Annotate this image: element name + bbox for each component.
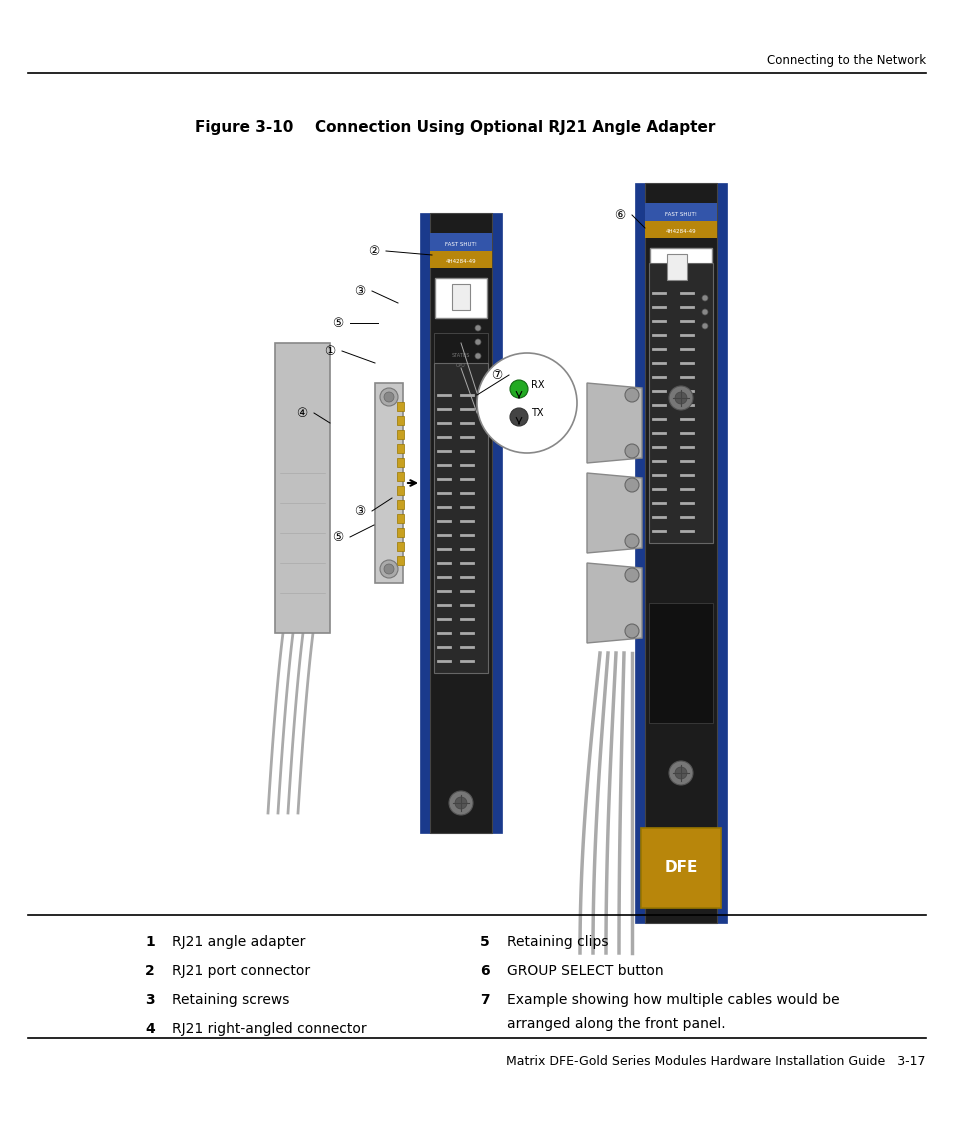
Circle shape [624, 444, 639, 458]
Text: DFE: DFE [663, 860, 697, 876]
Bar [396, 402, 403, 411]
Text: Retaining screws: Retaining screws [172, 993, 289, 1007]
Text: FAST SHUT!: FAST SHUT! [444, 241, 476, 247]
Bar [452, 284, 470, 310]
Text: Retaining clips: Retaining clips [506, 935, 608, 949]
Text: ⑤: ⑤ [332, 530, 343, 544]
Bar [648, 263, 712, 544]
Bar [396, 430, 403, 439]
Text: 2: 2 [145, 964, 154, 978]
Bar [430, 213, 492, 833]
Bar [419, 213, 430, 833]
Text: RJ21 angle adapter: RJ21 angle adapter [172, 935, 305, 949]
Circle shape [449, 791, 473, 815]
Text: ⑤: ⑤ [332, 317, 343, 329]
Circle shape [475, 339, 480, 345]
Circle shape [510, 408, 527, 426]
Bar [396, 542, 403, 551]
Text: 3: 3 [145, 993, 154, 1007]
Text: FAST SHUT!: FAST SHUT! [664, 211, 697, 217]
Text: CPU: CPU [456, 363, 465, 367]
Text: Figure 3-10: Figure 3-10 [194, 120, 294, 135]
Bar [434, 363, 488, 673]
Polygon shape [586, 383, 641, 463]
Text: arranged along the front panel.: arranged along the front panel. [506, 1017, 725, 1031]
Text: 5: 5 [479, 935, 490, 949]
Bar [435, 279, 486, 318]
Text: ③: ③ [354, 504, 365, 518]
Circle shape [475, 325, 480, 331]
Text: Connecting to the Network: Connecting to the Network [766, 54, 925, 67]
Bar [644, 203, 717, 221]
Circle shape [624, 568, 639, 582]
Text: ⑥: ⑥ [614, 209, 625, 221]
Text: Example showing how multiple cables would be: Example showing how multiple cables woul… [506, 993, 839, 1007]
Text: RJ21 port connector: RJ21 port connector [172, 964, 310, 978]
Text: 7: 7 [480, 993, 490, 1007]
Polygon shape [375, 383, 402, 583]
Bar [635, 183, 644, 923]
Circle shape [624, 389, 639, 402]
Bar [396, 416, 403, 424]
Text: STATUS: STATUS [452, 353, 470, 357]
Circle shape [668, 386, 692, 410]
Circle shape [384, 392, 394, 402]
Circle shape [624, 535, 639, 548]
Text: Connection Using Optional RJ21 Angle Adapter: Connection Using Optional RJ21 Angle Ada… [314, 120, 715, 135]
Circle shape [379, 389, 397, 407]
Circle shape [455, 797, 467, 809]
Circle shape [475, 353, 480, 359]
Polygon shape [586, 563, 641, 643]
Circle shape [384, 564, 394, 574]
Polygon shape [586, 473, 641, 553]
Text: 4: 4 [145, 1022, 154, 1037]
Bar [396, 514, 403, 523]
Text: ⑦: ⑦ [491, 368, 502, 382]
Bar [717, 183, 726, 923]
Bar [640, 828, 720, 909]
Bar [396, 500, 403, 509]
Text: TX: TX [531, 408, 543, 418]
Bar [430, 232, 492, 252]
Text: ④: ④ [296, 407, 307, 420]
Text: ③: ③ [354, 284, 365, 298]
Circle shape [675, 392, 686, 404]
Bar [396, 528, 403, 537]
Bar [396, 486, 403, 495]
Text: 4H4284-49: 4H4284-49 [445, 258, 476, 264]
Bar [648, 603, 712, 723]
Bar [644, 221, 717, 238]
Circle shape [379, 560, 397, 578]
Bar [648, 303, 712, 338]
Circle shape [668, 761, 692, 785]
Text: 4H4284-49: 4H4284-49 [665, 228, 696, 234]
Text: RX: RX [531, 380, 544, 390]
Bar [396, 556, 403, 565]
Text: Matrix DFE-Gold Series Modules Hardware Installation Guide   3-17: Matrix DFE-Gold Series Modules Hardware … [506, 1054, 925, 1068]
Bar [396, 444, 403, 453]
Bar [434, 334, 488, 368]
Polygon shape [274, 343, 330, 633]
Text: RJ21 right-angled connector: RJ21 right-angled connector [172, 1022, 366, 1037]
Bar [396, 472, 403, 481]
Circle shape [701, 295, 707, 301]
Bar [644, 183, 717, 923]
Circle shape [675, 767, 686, 779]
Text: GROUP SELECT button: GROUP SELECT button [506, 964, 663, 978]
Circle shape [701, 323, 707, 329]
Circle shape [624, 624, 639, 638]
Text: ②: ② [368, 245, 379, 257]
Circle shape [624, 478, 639, 492]
Bar [492, 213, 501, 833]
Bar [666, 254, 686, 280]
Circle shape [510, 380, 527, 398]
Bar [396, 458, 403, 467]
Bar [649, 248, 711, 287]
Circle shape [476, 353, 577, 453]
Bar [430, 252, 492, 268]
Text: ①: ① [324, 345, 335, 357]
Circle shape [701, 309, 707, 314]
Text: 1: 1 [145, 935, 154, 949]
Text: 6: 6 [480, 964, 490, 978]
